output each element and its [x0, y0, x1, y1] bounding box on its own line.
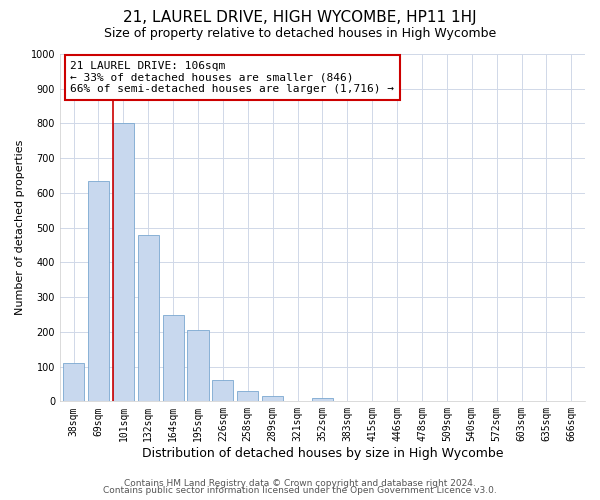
Bar [262, 396, 283, 402]
Bar [312, 398, 333, 402]
Bar [63, 363, 84, 402]
Bar [187, 330, 209, 402]
Bar [212, 380, 233, 402]
Bar [237, 391, 259, 402]
Text: 21 LAUREL DRIVE: 106sqm
← 33% of detached houses are smaller (846)
66% of semi-d: 21 LAUREL DRIVE: 106sqm ← 33% of detache… [70, 61, 394, 94]
Bar [163, 314, 184, 402]
X-axis label: Distribution of detached houses by size in High Wycombe: Distribution of detached houses by size … [142, 447, 503, 460]
Bar [113, 124, 134, 402]
Text: Contains public sector information licensed under the Open Government Licence v3: Contains public sector information licen… [103, 486, 497, 495]
Y-axis label: Number of detached properties: Number of detached properties [15, 140, 25, 316]
Text: Size of property relative to detached houses in High Wycombe: Size of property relative to detached ho… [104, 28, 496, 40]
Bar [137, 234, 159, 402]
Text: Contains HM Land Registry data © Crown copyright and database right 2024.: Contains HM Land Registry data © Crown c… [124, 478, 476, 488]
Bar [88, 181, 109, 402]
Text: 21, LAUREL DRIVE, HIGH WYCOMBE, HP11 1HJ: 21, LAUREL DRIVE, HIGH WYCOMBE, HP11 1HJ [123, 10, 477, 25]
